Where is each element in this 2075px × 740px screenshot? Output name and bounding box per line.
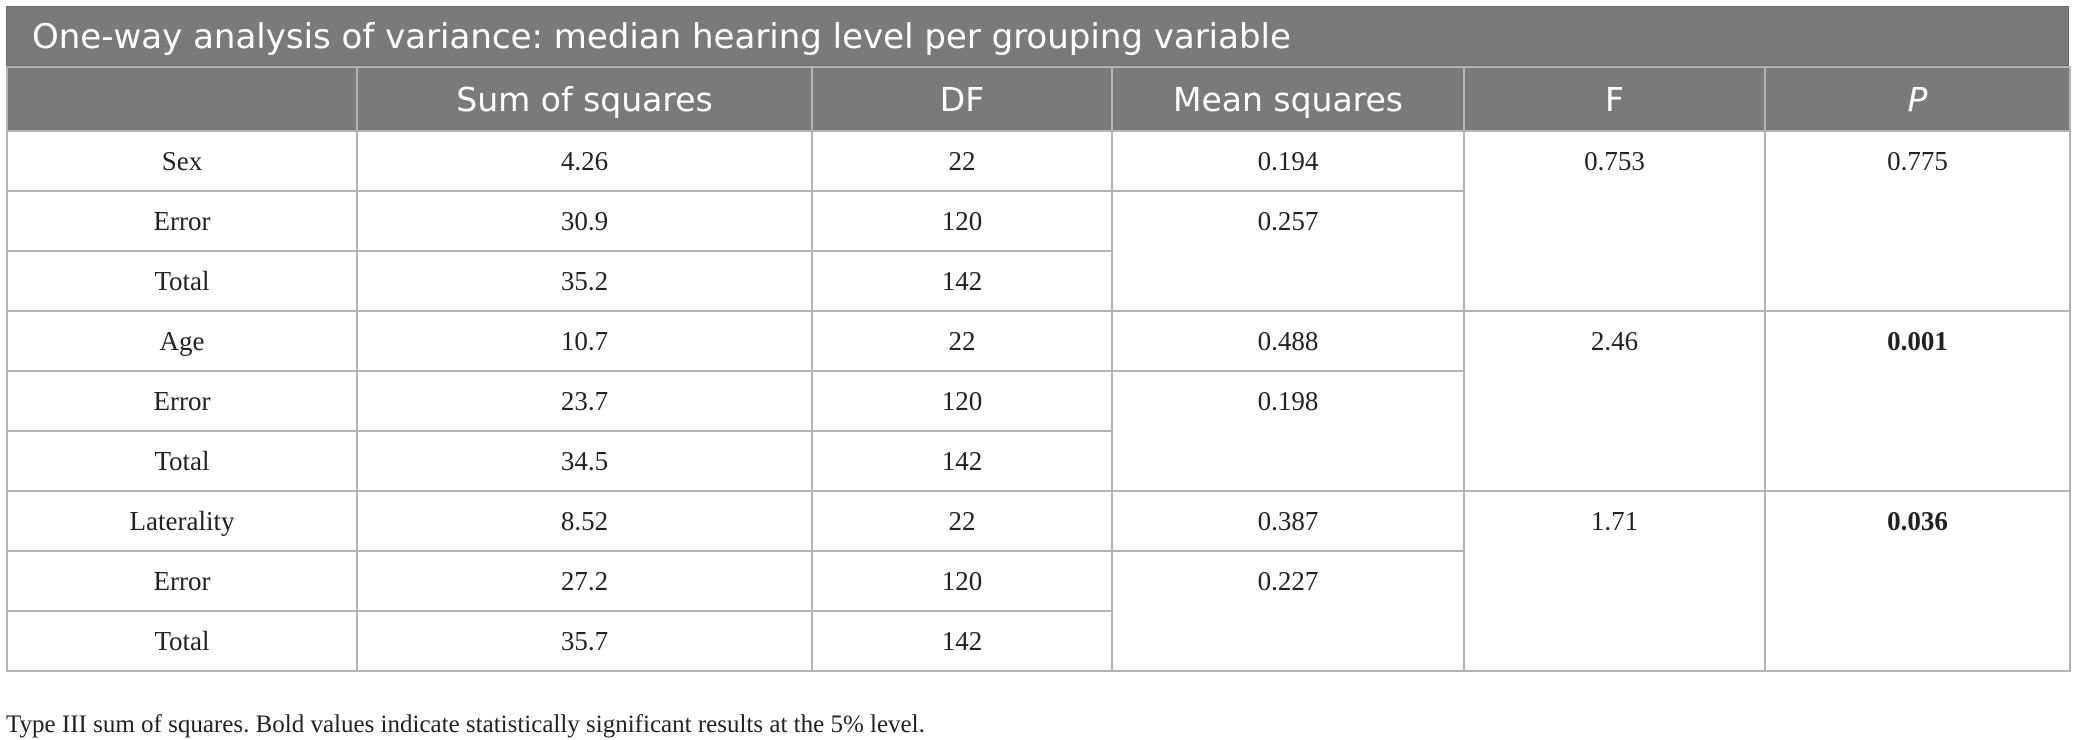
sum-of-squares-cell: 30.9 xyxy=(356,190,813,252)
header-df: DF xyxy=(811,66,1113,132)
header-f: F xyxy=(1463,66,1766,132)
df-cell: 22 xyxy=(811,490,1113,552)
df-cell: 142 xyxy=(811,610,1113,672)
anova-table: Sum of squares DF Mean squares F P Sex 4… xyxy=(6,66,2071,672)
p-cell-significant: 0.001 xyxy=(1764,310,2071,492)
df-cell: 120 xyxy=(811,550,1113,612)
table-row: Total 35.2 142 xyxy=(6,250,2070,312)
row-label: Error xyxy=(6,370,358,432)
p-cell-significant: 0.036 xyxy=(1764,490,2071,672)
row-label: Total xyxy=(6,250,358,312)
table-footnote: Type III sum of squares. Bold values ind… xyxy=(6,711,925,738)
table-row: Sex 4.26 22 0.194 0.753 0.775 xyxy=(6,130,2071,312)
sum-of-squares-cell: 35.2 xyxy=(356,250,813,312)
row-label: Total xyxy=(6,430,358,492)
p-cell: 0.775 xyxy=(1764,130,2071,312)
table-row: Error 23.7 120 0.198 xyxy=(6,370,2070,492)
mean-squares-cell: 0.387 xyxy=(1111,490,1465,552)
sum-of-squares-cell: 34.5 xyxy=(356,430,813,492)
f-cell: 2.46 xyxy=(1463,310,1766,492)
table-row: Error 30.9 120 0.257 xyxy=(6,190,2070,312)
header-p: P xyxy=(1764,66,2071,132)
f-cell: 0.753 xyxy=(1463,130,1766,312)
row-label: Error xyxy=(6,550,358,612)
df-cell: 120 xyxy=(811,190,1113,252)
anova-table-container: One-way analysis of variance: median hea… xyxy=(6,6,2071,672)
header-row: Sum of squares DF Mean squares F P xyxy=(6,66,2071,132)
df-cell: 22 xyxy=(811,130,1113,192)
df-cell: 142 xyxy=(811,430,1113,492)
sum-of-squares-cell: 4.26 xyxy=(356,130,813,192)
mean-squares-cell: 0.198 xyxy=(1111,370,1465,492)
mean-squares-cell: 0.227 xyxy=(1111,550,1465,672)
row-label: Total xyxy=(6,610,358,672)
table-title: One-way analysis of variance: median hea… xyxy=(6,6,2069,66)
header-mean-squares: Mean squares xyxy=(1111,66,1465,132)
table-row: Total 34.5 142 xyxy=(6,430,2070,492)
f-cell: 1.71 xyxy=(1463,490,1766,672)
mean-squares-cell: 0.194 xyxy=(1111,130,1465,192)
table-row: Age 10.7 22 0.488 2.46 0.001 xyxy=(6,310,2071,492)
sum-of-squares-cell: 35.7 xyxy=(356,610,813,672)
df-cell: 142 xyxy=(811,250,1113,312)
table-row: Laterality 8.52 22 0.387 1.71 0.036 xyxy=(6,490,2071,672)
header-source xyxy=(6,66,358,132)
sum-of-squares-cell: 27.2 xyxy=(356,550,813,612)
mean-squares-cell: 0.257 xyxy=(1111,190,1465,312)
row-label: Age xyxy=(6,310,358,372)
sum-of-squares-cell: 10.7 xyxy=(356,310,813,372)
header-sum-of-squares: Sum of squares xyxy=(356,66,813,132)
sum-of-squares-cell: 8.52 xyxy=(356,490,813,552)
row-label: Laterality xyxy=(6,490,358,552)
df-cell: 22 xyxy=(811,310,1113,372)
table-row: Total 35.7 142 xyxy=(6,610,2070,672)
sum-of-squares-cell: 23.7 xyxy=(356,370,813,432)
mean-squares-cell: 0.488 xyxy=(1111,310,1465,372)
row-label: Error xyxy=(6,190,358,252)
row-label: Sex xyxy=(6,130,358,192)
table-row: Error 27.2 120 0.227 xyxy=(6,550,2070,672)
df-cell: 120 xyxy=(811,370,1113,432)
